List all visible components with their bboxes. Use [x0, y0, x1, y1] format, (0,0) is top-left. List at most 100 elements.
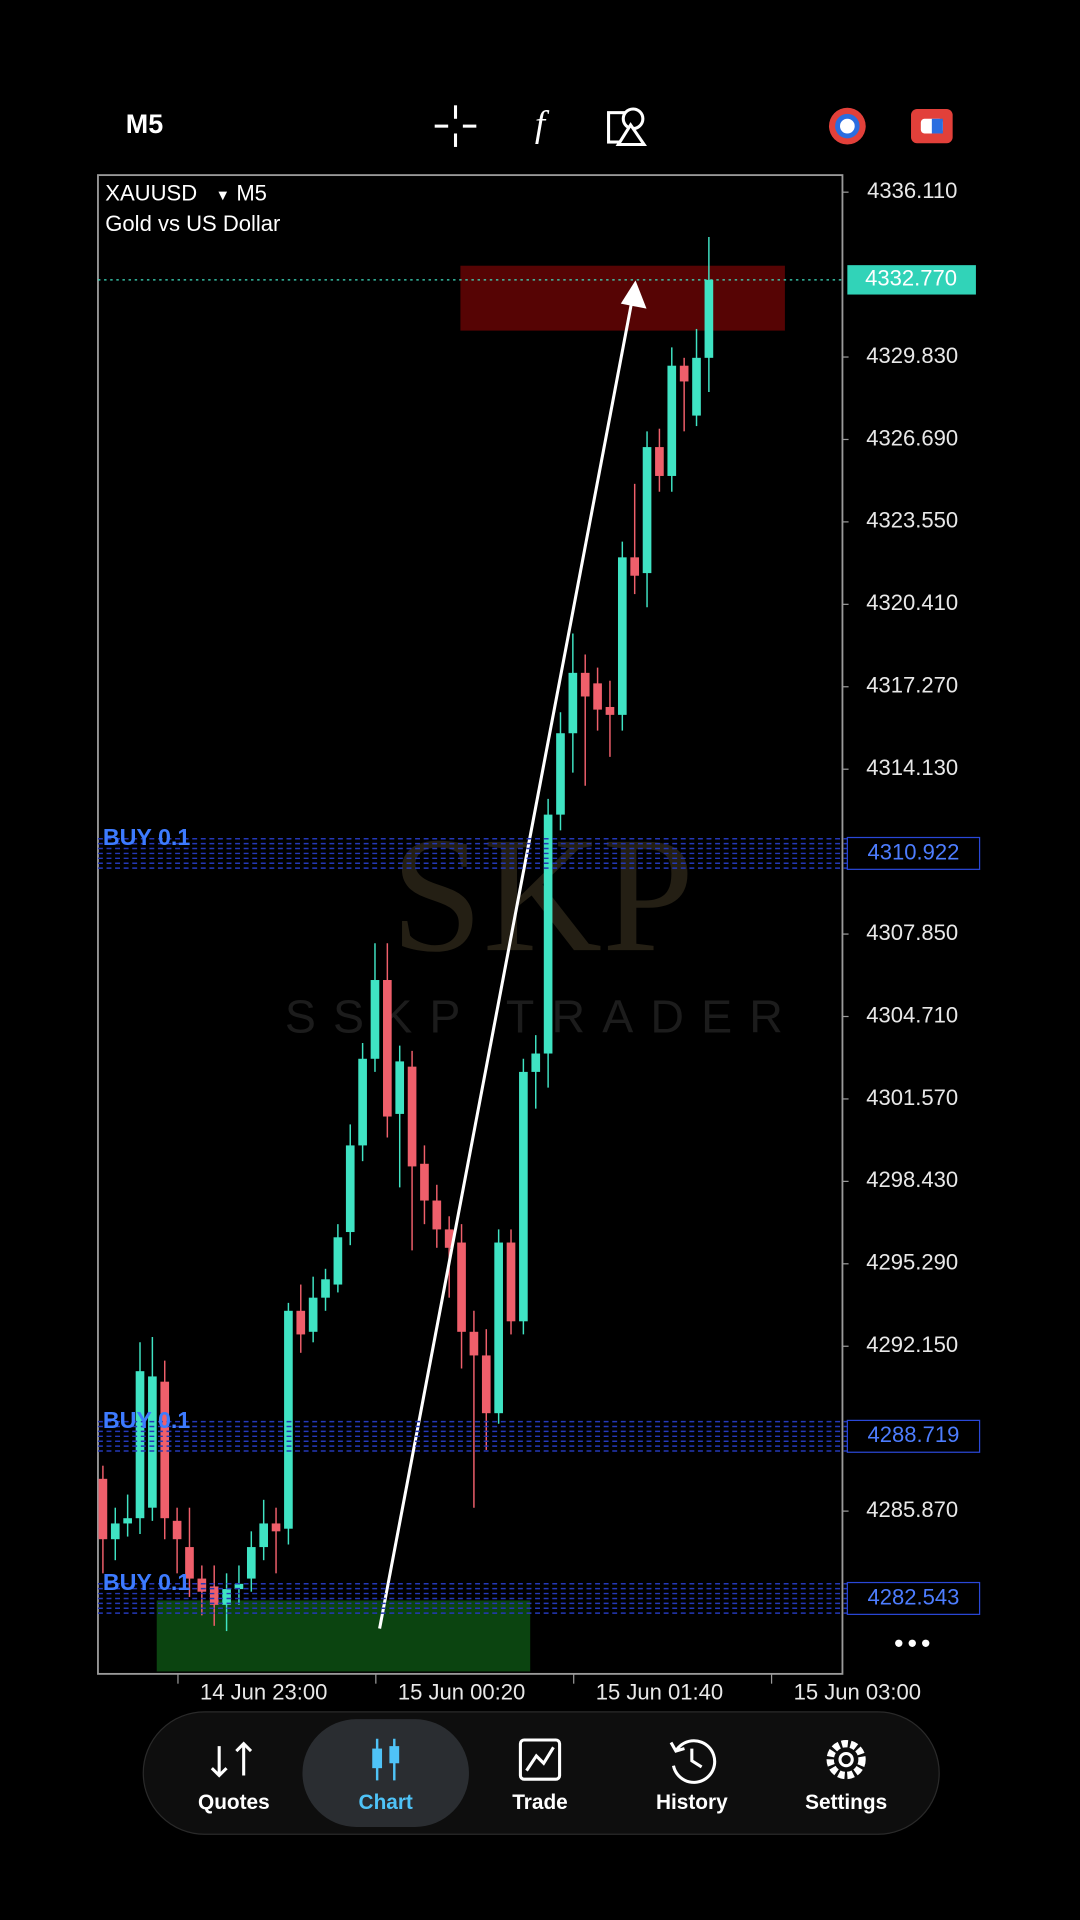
- x-tick-label: 15 Jun 00:20: [398, 1679, 525, 1704]
- nav-label: Settings: [805, 1791, 887, 1814]
- y-tick-label: 4307.850: [866, 920, 958, 945]
- x-tick-label: 15 Jun 01:40: [596, 1679, 723, 1704]
- candle-body: [185, 1547, 194, 1579]
- candle-body: [556, 733, 565, 815]
- candle-body: [407, 1066, 417, 1167]
- y-tick-label: 4301.570: [866, 1085, 958, 1110]
- candle-body: [148, 1376, 157, 1508]
- symbol: XAUUSD: [105, 181, 197, 206]
- y-tick-label: 4317.270: [866, 673, 958, 698]
- candle-body: [568, 672, 578, 734]
- candle-body: [679, 365, 689, 382]
- y-tick-label: 4320.410: [866, 590, 958, 615]
- x-tick-label: 15 Jun 03:00: [794, 1679, 921, 1704]
- candle-body: [123, 1518, 132, 1524]
- candle-body: [605, 706, 615, 715]
- candle-body: [506, 1242, 516, 1322]
- sync-icon[interactable]: [828, 107, 866, 145]
- candle-body: [259, 1523, 269, 1548]
- candle-body: [110, 1523, 120, 1540]
- symbol-description: Gold vs US Dollar: [105, 211, 280, 236]
- account-icon[interactable]: [911, 108, 953, 144]
- candle-body: [692, 357, 701, 416]
- nav-item[interactable]: Trade: [512, 1738, 568, 1814]
- candle-body: [370, 980, 380, 1059]
- candle-body: [234, 1583, 244, 1590]
- more-dots[interactable]: [895, 1639, 930, 1647]
- watermark-text: SSKP TRADER: [285, 990, 800, 1042]
- candle-body: [172, 1520, 182, 1540]
- y-tick-label: 4304.710: [866, 1002, 958, 1027]
- order-price-box: [846, 1581, 981, 1615]
- candle-body: [655, 447, 664, 476]
- candle-body: [432, 1200, 442, 1230]
- trade-icon-frame: [518, 1738, 562, 1781]
- y-tick-label: 4298.430: [866, 1167, 958, 1192]
- x-tick-label: 14 Jun 23:00: [200, 1679, 327, 1704]
- y-tick-label: 4292.150: [866, 1332, 958, 1357]
- candle-body: [197, 1578, 207, 1592]
- candle-body: [519, 1071, 528, 1322]
- settings-icon: [826, 1740, 866, 1780]
- crosshair-icon[interactable]: [434, 105, 477, 147]
- candle-body: [98, 1478, 108, 1540]
- candle-body: [321, 1279, 330, 1298]
- candle-body: [284, 1310, 293, 1529]
- nav-label: Chart: [359, 1791, 413, 1814]
- chart-icon-body: [389, 1746, 400, 1764]
- candle-body: [667, 365, 677, 476]
- nav-bar: [142, 1711, 940, 1835]
- candle-body: [395, 1061, 405, 1114]
- candle-body: [580, 672, 590, 697]
- candle-body: [160, 1381, 170, 1519]
- nav-item[interactable]: Settings: [805, 1740, 887, 1815]
- nav-label: Trade: [512, 1791, 568, 1814]
- supply-zone: [460, 265, 785, 331]
- chart-icon-body: [372, 1748, 383, 1769]
- candle-body: [209, 1586, 219, 1605]
- y-tick-label: 4329.830: [866, 343, 958, 368]
- candle-body: [593, 683, 602, 710]
- current-price-label: 4332.770: [865, 266, 957, 291]
- candle-body: [246, 1547, 256, 1579]
- order-label: BUY 0.1: [103, 824, 191, 850]
- nav-label: History: [656, 1791, 728, 1814]
- objects-icon[interactable]: [607, 107, 647, 147]
- candle-body: [333, 1237, 343, 1285]
- y-tick-label: 4326.690: [866, 425, 958, 450]
- plot-frame: [97, 174, 844, 1675]
- y-tick-label: 4295.290: [866, 1250, 958, 1275]
- nav-active-bg: [302, 1719, 469, 1827]
- quotes-icon: [210, 1741, 253, 1778]
- candle-body: [222, 1589, 231, 1605]
- order-label: BUY 0.1: [103, 1407, 191, 1433]
- order-price-label: 4310.922: [868, 839, 960, 864]
- timeframe-button[interactable]: M5: [126, 109, 163, 139]
- current-price-box: [847, 265, 976, 295]
- candle-body: [271, 1523, 281, 1532]
- candle-body: [444, 1229, 454, 1248]
- candle-body: [469, 1331, 479, 1356]
- nav-item[interactable]: History: [656, 1739, 728, 1814]
- candle-body: [704, 279, 714, 358]
- watermark-logo: SKP: [391, 803, 694, 986]
- candle-body: [494, 1242, 503, 1414]
- order-price-label: 4282.543: [868, 1584, 960, 1609]
- symbol-timeframe: M5: [236, 181, 267, 206]
- trade-icon-line: [525, 1746, 555, 1772]
- trend-arrow: [378, 280, 647, 1629]
- symbol-dropdown[interactable]: ▼: [216, 188, 231, 204]
- candle-body: [617, 557, 627, 715]
- nav-label: Quotes: [198, 1791, 270, 1814]
- settings-icon-hole: [838, 1751, 854, 1768]
- nav-item[interactable]: Chart: [302, 1719, 469, 1827]
- candle-body: [308, 1297, 318, 1332]
- candle-body: [135, 1371, 145, 1519]
- candle-body: [481, 1355, 491, 1414]
- candle-body: [531, 1053, 541, 1072]
- candle-body: [543, 814, 553, 1054]
- candle-body: [383, 980, 392, 1117]
- nav-item[interactable]: Quotes: [198, 1741, 270, 1815]
